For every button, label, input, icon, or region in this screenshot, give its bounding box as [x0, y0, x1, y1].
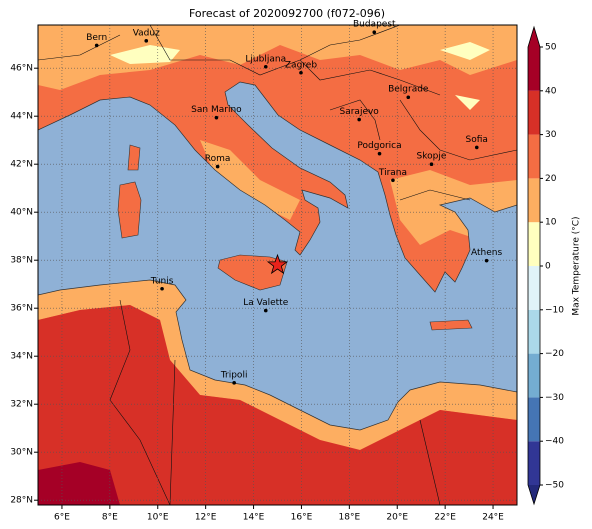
cool-patch — [110, 42, 490, 110]
lat-tick-label: 40°N — [10, 208, 33, 218]
lat-tick-label: 46°N — [10, 64, 33, 74]
city-dot — [484, 258, 489, 263]
city-dot — [377, 151, 382, 156]
city-label: Roma — [205, 154, 231, 164]
colorbar-tick-label: −30 — [545, 393, 564, 403]
city-label: San Marino — [191, 105, 242, 115]
graticule: 6°E 8°E 10°E 12°E 14°E 16°E 18°E 20°E 22°E 24°E 28… — [10, 25, 517, 523]
city-label: Podgorica — [357, 141, 401, 151]
city-dot — [372, 30, 377, 34]
map-frame — [37, 24, 518, 506]
city-label: Sarajevo — [340, 107, 380, 117]
city-label: Vaduz — [133, 28, 160, 38]
colorbar-bin — [528, 178, 540, 223]
lon-tick-label: 12°E — [195, 513, 217, 523]
lon-tick-label: 18°E — [339, 513, 361, 523]
city-dot — [406, 95, 411, 100]
city-dot — [94, 43, 99, 48]
warm-band — [38, 25, 517, 90]
lon-tick-label: 24°E — [482, 513, 504, 523]
colorbar-bin — [528, 353, 540, 398]
lon-tick-label: 14°E — [243, 513, 265, 523]
city-dot — [215, 164, 220, 169]
city-dot — [357, 117, 361, 122]
lat-tick-label: 28°N — [10, 496, 33, 506]
colorbar-tick-label: −50 — [545, 481, 564, 491]
lon-tick-label: 10°E — [147, 513, 169, 523]
sardinia — [117, 181, 142, 239]
corsica — [127, 144, 141, 171]
colorbar-tick-label: 30 — [545, 130, 557, 140]
city-dot — [263, 308, 268, 313]
colorbar-bin — [528, 309, 540, 354]
city-label: Skopje — [417, 152, 447, 162]
colorbar-bin — [528, 134, 540, 179]
star-marker — [266, 253, 289, 275]
city-dot — [299, 70, 303, 75]
city-label: Athens — [471, 248, 502, 258]
colorbar-tick-label: −20 — [545, 349, 564, 359]
colorbar: −50 −40 −30 −20 −10 0 10 20 30 40 50 — [527, 25, 564, 506]
city-label: Zagreb — [285, 60, 317, 70]
colorbar-tick-label: 20 — [545, 174, 557, 184]
lat-tick-label: 36°N — [10, 304, 33, 314]
crete — [429, 319, 473, 331]
colorbar-tick-label: −10 — [545, 305, 564, 315]
colorbar-tick-label: 50 — [545, 43, 557, 53]
lon-tick-label: 22°E — [434, 513, 456, 523]
city-label: Tunis — [150, 276, 174, 286]
warm-band — [200, 140, 517, 245]
colorbar-bin — [528, 47, 540, 91]
city-label: Tripoli — [220, 370, 248, 380]
city-dot — [474, 145, 479, 150]
city-dot — [232, 381, 236, 385]
city-dot — [160, 286, 164, 291]
city-label: Bern — [86, 33, 107, 43]
city-dot — [391, 178, 395, 183]
city-label: Belgrade — [388, 85, 429, 95]
colorbar-extend — [528, 485, 540, 504]
colorbar-bin — [528, 441, 540, 485]
lat-tick-label: 34°N — [10, 352, 33, 362]
city-label: La Valette — [243, 298, 288, 308]
city-label: Sofia — [466, 135, 488, 145]
colorbar-extend — [528, 27, 540, 47]
colorbar-label: Max Temperature (°C) — [572, 216, 582, 315]
lon-tick-label: 20°E — [386, 513, 408, 523]
lat-tick-label: 30°N — [10, 448, 33, 458]
lon-tick-label: 6°E — [54, 513, 70, 523]
city-dot — [263, 64, 268, 69]
colorbar-tick-label: 40 — [545, 86, 557, 96]
city-label: Ljubljana — [245, 54, 286, 64]
lon-tick-label: 16°E — [291, 513, 313, 523]
colorbar-tick-label: 10 — [545, 218, 557, 228]
very-hot-region — [38, 462, 120, 505]
colorbar-tick-label: −40 — [545, 437, 564, 447]
colorbar-tick-label: 0 — [545, 262, 551, 272]
colorbar-bin — [528, 90, 540, 135]
city-label: Tirana — [378, 168, 407, 178]
lon-tick-label: 8°E — [102, 513, 118, 523]
lat-tick-label: 38°N — [10, 256, 33, 266]
lat-tick-label: 42°N — [10, 160, 33, 170]
colorbar-bin — [528, 397, 540, 442]
city-dot — [214, 115, 219, 120]
sicily — [217, 254, 288, 291]
map-title: Forecast of 2020092700 (f072-096) — [189, 7, 385, 20]
city-dot — [429, 162, 434, 166]
city-dot — [144, 39, 149, 43]
colorbar-bin — [528, 266, 540, 310]
lat-tick-label: 44°N — [10, 112, 33, 122]
lat-tick-label: 32°N — [10, 400, 33, 410]
cities: Bern VaduzBudapestLjubljanaZagrebBelgrade… — [86, 20, 502, 385]
colorbar-bin — [528, 222, 540, 266]
